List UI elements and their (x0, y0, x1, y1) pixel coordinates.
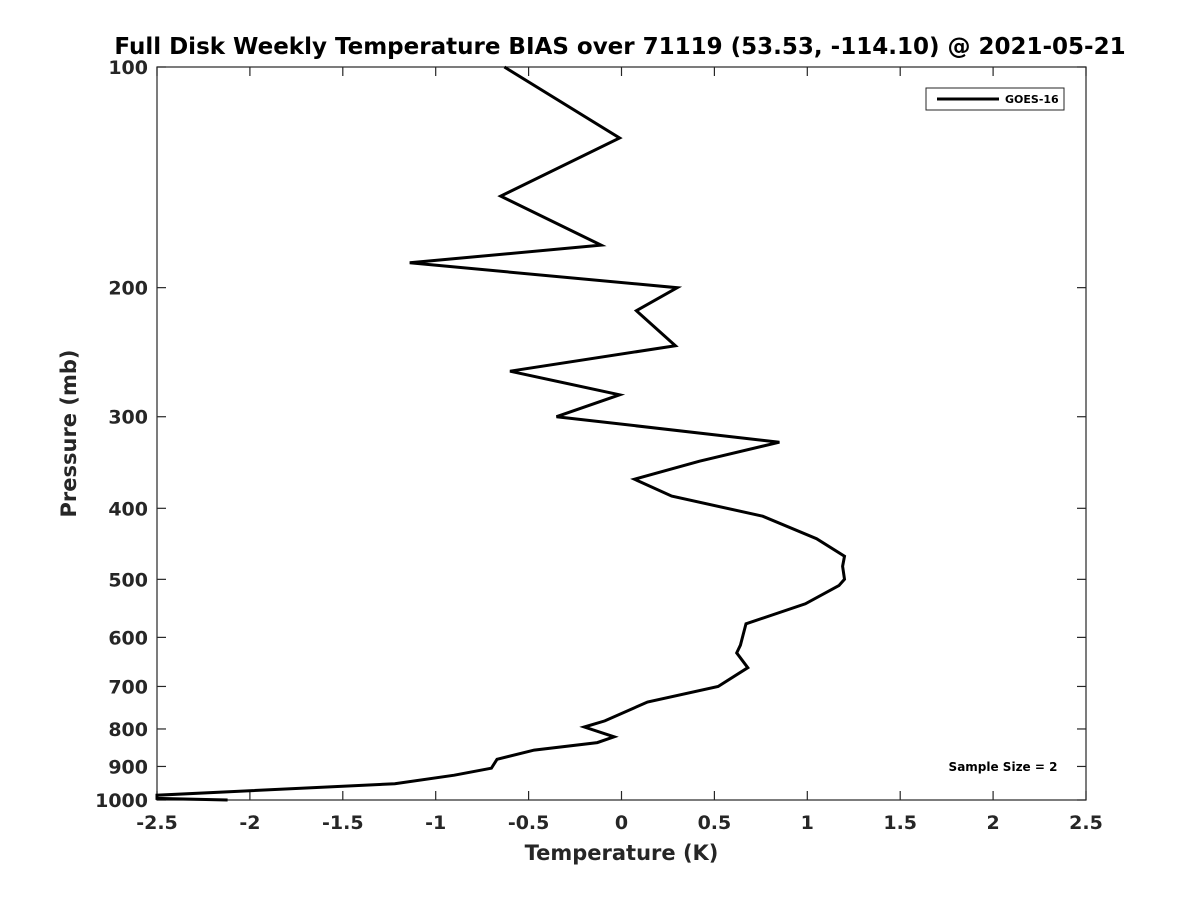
series-line-0 (155, 65, 847, 802)
x-tick-label: 2 (986, 812, 999, 834)
x-tick-label: -2.5 (136, 812, 178, 834)
x-axis: -2.5 -2 -1.5 -1 -0.5 0 0.5 1 1.5 2 2.5 (136, 67, 1103, 834)
x-tick-label: -0.5 (508, 812, 550, 834)
legend-entry-goes-16: GOES-16 (1005, 93, 1059, 106)
x-tick-label: -1.5 (322, 812, 364, 834)
x-tick-label: 1.5 (883, 812, 917, 834)
legend: GOES-16 (925, 87, 1065, 111)
x-axis-label: Temperature (K) (525, 841, 719, 865)
x-tick-label: 2.5 (1069, 812, 1103, 834)
y-tick-label: 700 (108, 676, 148, 698)
axes-frame (156, 66, 1087, 801)
y-tick-label: 500 (108, 569, 148, 591)
x-tick-label: 0 (615, 812, 628, 834)
x-tick-label: -1 (425, 812, 446, 834)
series-layer (155, 65, 847, 802)
y-tick-label: 1000 (95, 790, 148, 812)
y-tick-label: 400 (108, 498, 148, 520)
sample-size-annotation: Sample Size = 2 (949, 760, 1058, 774)
y-tick-label: 900 (108, 756, 148, 778)
y-tick-label: 100 (108, 57, 148, 79)
x-tick-label: -2 (239, 812, 260, 834)
chart-title: Full Disk Weekly Temperature BIAS over 7… (114, 34, 1125, 60)
y-axis-label: Pressure (mb) (57, 350, 81, 518)
y-tick-label: 300 (108, 407, 148, 429)
y-tick-label: 600 (108, 627, 148, 649)
plot-area: -2.5 -2 -1.5 -1 -0.5 0 0.5 1 1.5 2 2.5 100 200 300 40… (95, 57, 1103, 834)
x-tick-label: 0.5 (698, 812, 732, 834)
y-axis: 100 200 300 400 500 600 700 800 900 1000 (95, 57, 1086, 812)
y-tick-label: 800 (108, 719, 148, 741)
y-tick-label: 200 (108, 278, 148, 300)
x-tick-label: 1 (801, 812, 814, 834)
